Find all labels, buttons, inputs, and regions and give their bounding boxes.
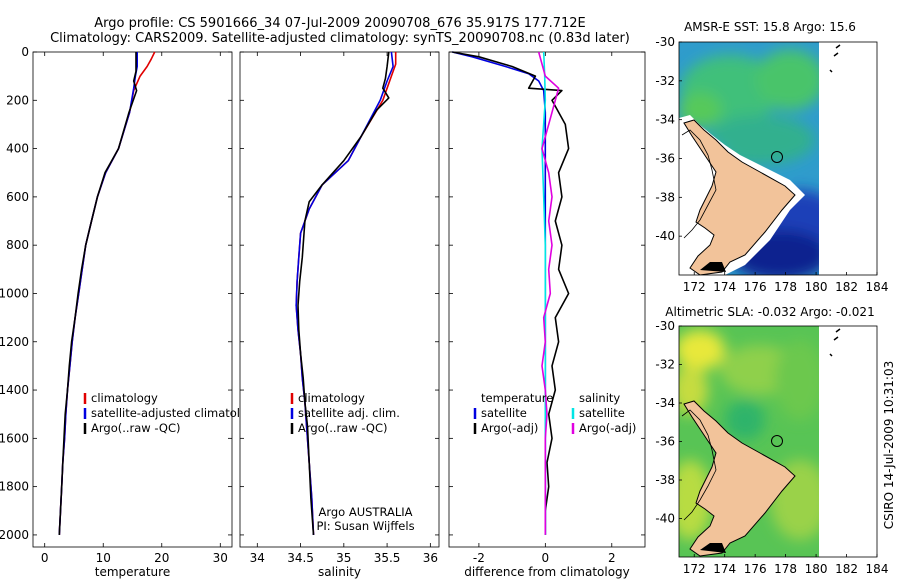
sla_map-xtick-label: 184 bbox=[866, 562, 889, 576]
sla_map-ytick-label: -30 bbox=[655, 319, 675, 333]
sla_map-ytick-label: -40 bbox=[655, 512, 675, 526]
temperature-xtick-label: 10 bbox=[96, 551, 111, 565]
sst_map-xtick-label: 172 bbox=[683, 280, 706, 294]
difference-legend-label: Argo(-adj) bbox=[481, 421, 538, 435]
difference-legend-heading: salinity bbox=[579, 391, 620, 405]
sla-map: Altimetric SLA: -0.032 Argo: -0.021 172 1… bbox=[655, 305, 888, 576]
sst_map-xtick-label: 182 bbox=[835, 280, 858, 294]
sla_map-xtick-label: 172 bbox=[683, 562, 706, 576]
salinity-annotation: PI: Susan Wijffels bbox=[316, 519, 414, 533]
salinity-annotation: Argo AUSTRALIA bbox=[318, 505, 412, 519]
sla_map-xtick-label: 176 bbox=[744, 562, 767, 576]
temperature-plot-area bbox=[32, 51, 233, 548]
salinity-xtick-label: 36 bbox=[423, 551, 438, 565]
temperature-xtick-label: 20 bbox=[154, 551, 169, 565]
salinity-panel: 34 34.5 35 35.5 36 salinity climatologysatelli… bbox=[239, 51, 440, 579]
salinity-legend-label: satellite adj. clim. bbox=[298, 406, 400, 420]
float-marker bbox=[771, 151, 783, 163]
salinity-xtick-label: 35.5 bbox=[374, 551, 401, 565]
sla_map-ytick-label: -32 bbox=[655, 358, 675, 372]
sla_map-xtick-label: 178 bbox=[774, 562, 797, 576]
sst-field bbox=[679, 42, 877, 275]
salinity-legend-label: climatology bbox=[298, 391, 365, 405]
difference-xlabel: difference from climatology bbox=[464, 565, 630, 579]
credit-text: CSIRO 14-Jul-2009 10:31:03 bbox=[882, 361, 896, 529]
difference-series-temperature-argo-adj- bbox=[452, 51, 570, 535]
sst_map-xtick-label: 174 bbox=[713, 280, 736, 294]
salinity-xtick-label: 34 bbox=[250, 551, 265, 565]
temperature-legend-label: satellite-adjusted climatology bbox=[91, 406, 261, 420]
sst_map-ytick-label: -30 bbox=[655, 35, 675, 49]
sst_map-xtick-label: 176 bbox=[744, 280, 767, 294]
difference-legend-label: satellite bbox=[481, 406, 527, 420]
sla_map-xtick-label: 182 bbox=[835, 562, 858, 576]
depth-tick-label: 1400 bbox=[0, 383, 29, 397]
temperature-legend-label: Argo(..raw -QC) bbox=[91, 421, 181, 435]
difference-legend-heading: temperature bbox=[481, 391, 553, 405]
salinity-xlabel: salinity bbox=[318, 565, 361, 579]
salinity-legend-label: Argo(..raw -QC) bbox=[298, 421, 388, 435]
depth-tick-label: 800 bbox=[6, 238, 29, 252]
depth-tick-label: 1000 bbox=[0, 286, 29, 300]
difference-xtick-label: 2 bbox=[608, 551, 616, 565]
sla_map-xtick-label: 180 bbox=[805, 562, 828, 576]
figure-title-line1: Argo profile: CS 5901666_34 07-Jul-2009 … bbox=[94, 16, 585, 31]
difference-xtick-label: -2 bbox=[473, 551, 485, 565]
sst_map-ytick-label: -36 bbox=[655, 152, 675, 166]
sst_map-xtick-label: 178 bbox=[774, 280, 797, 294]
sst_map-ytick-label: -34 bbox=[655, 113, 675, 127]
temperature-legend-label: climatology bbox=[91, 391, 158, 405]
sst_map-ytick-label: -38 bbox=[655, 190, 675, 204]
difference-legend-label: Argo(-adj) bbox=[579, 421, 636, 435]
sla-map-title: Altimetric SLA: -0.032 Argo: -0.021 bbox=[665, 305, 874, 319]
temperature-xtick-label: 0 bbox=[41, 551, 49, 565]
temperature-xtick-label: 30 bbox=[213, 551, 228, 565]
sla_map-ytick-label: -38 bbox=[655, 473, 675, 487]
figure-title-line2: Climatology: CARS2009. Satellite-adjuste… bbox=[50, 31, 630, 46]
float-marker-sla bbox=[771, 435, 783, 447]
depth-tick-label: 1800 bbox=[0, 480, 29, 494]
difference-legend-label: satellite bbox=[579, 406, 625, 420]
sla_map-ytick-label: -34 bbox=[655, 396, 675, 410]
sst-map-title: AMSR-E SST: 15.8 Argo: 15.6 bbox=[684, 20, 856, 34]
sst_map-ytick-label: -40 bbox=[655, 229, 675, 243]
salinity-xtick-label: 35 bbox=[336, 551, 351, 565]
depth-tick-label: 600 bbox=[6, 190, 29, 204]
temperature-series-argo-raw-qc- bbox=[58, 52, 138, 535]
salinity-series-argo-raw-qc- bbox=[297, 51, 390, 535]
salinity-xtick-label: 34.5 bbox=[287, 551, 314, 565]
sst_map-xtick-label: 184 bbox=[866, 280, 889, 294]
difference-xtick-label: 0 bbox=[542, 551, 550, 565]
depth-tick-label: 0 bbox=[21, 45, 29, 59]
sla_map-xtick-label: 174 bbox=[713, 562, 736, 576]
depth-tick-label: 1200 bbox=[0, 335, 29, 349]
salinity-plot-area bbox=[239, 51, 440, 548]
depth-tick-label: 1600 bbox=[0, 431, 29, 445]
difference-series-salinity-argo-adj- bbox=[537, 51, 560, 535]
sst-map: AMSR-E SST: 15.8 Argo: 15.6 172 174 176 178… bbox=[655, 20, 888, 294]
depth-tick-label: 200 bbox=[6, 93, 29, 107]
temperature-xlabel: temperature bbox=[95, 565, 170, 579]
sla-field bbox=[679, 326, 877, 557]
temperature-panel: 0 10 20 30 0 200 400 600 800 1000 1200 1400 1600 1800… bbox=[0, 45, 261, 579]
sst_map-ytick-label: -32 bbox=[655, 74, 675, 88]
depth-tick-label: 400 bbox=[6, 142, 29, 156]
sst_map-xtick-label: 180 bbox=[805, 280, 828, 294]
depth-tick-label: 2000 bbox=[0, 528, 29, 542]
sla_map-ytick-label: -36 bbox=[655, 435, 675, 449]
